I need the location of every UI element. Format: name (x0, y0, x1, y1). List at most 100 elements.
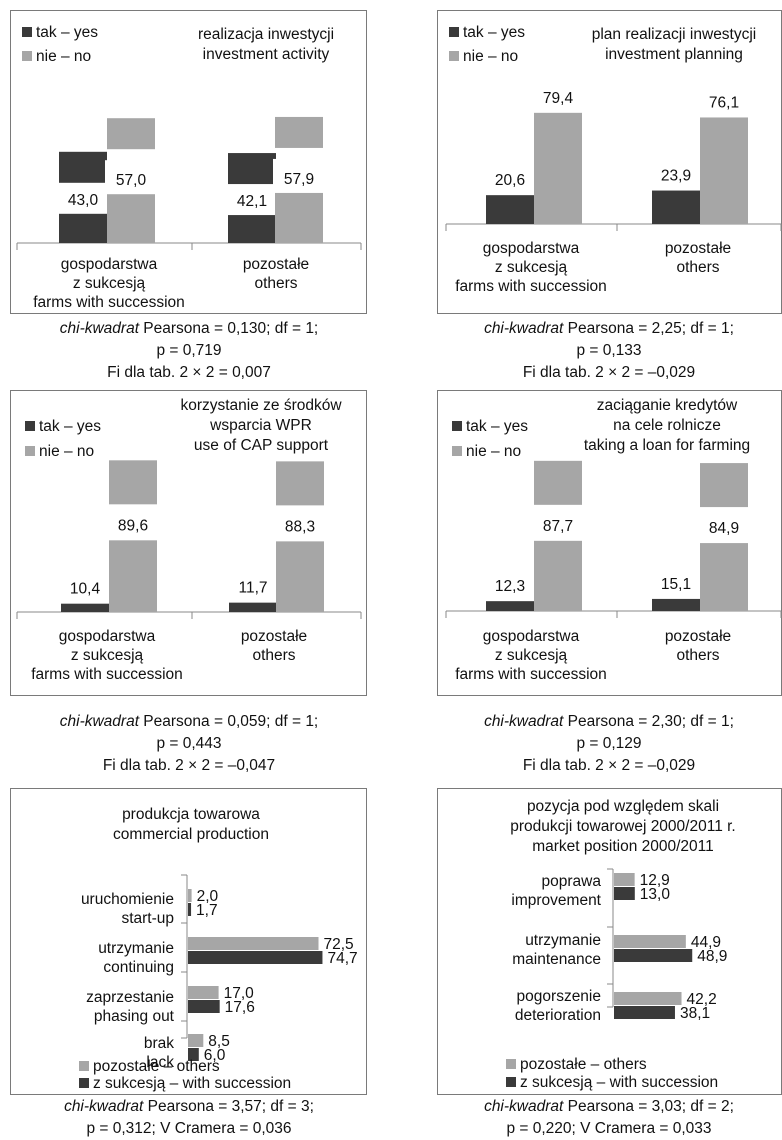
chart-title-line: commercial production (113, 826, 269, 843)
stats-chi-value: Pearsona = 0,059; df = 1; (139, 713, 319, 730)
data-label: 57,0 (116, 172, 147, 189)
data-label-backdrop (109, 460, 157, 505)
data-label: 2,0 (197, 888, 219, 905)
category-label-succession: gospodarstwa z sukcesją farms with succe… (441, 239, 621, 296)
legend-label-no: nie – no (36, 48, 92, 65)
stats-line-1: chi-kwadrat Pearsona = 3,57; df = 3; (0, 1096, 384, 1118)
chart-stats: chi-kwadrat Pearsona = 3,03; df = 2; p =… (414, 1096, 782, 1140)
category-label-line: utrzymanie (525, 932, 601, 949)
data-label-backdrop (107, 118, 155, 150)
data-label-box (227, 572, 279, 601)
stats-line-2: p = 0,220; V Cramera = 0,033 (506, 1120, 712, 1137)
category-label-succession: gospodarstwa z sukcesją farms with succe… (441, 627, 621, 684)
legend-swatch-yes (22, 27, 32, 37)
legend-swatch-others (79, 1061, 89, 1071)
legend-yes: tak – yes (452, 417, 528, 437)
chart-svg-investment-activity: 43,0 57,0 42,1 57,9 (16, 116, 362, 250)
legend-swatch-succession (506, 1077, 516, 1087)
stats-line-1: chi-kwadrat Pearsona = 3,03; df = 2; (414, 1096, 782, 1118)
category-label-line: pozostałe (242, 256, 310, 273)
bar (700, 543, 748, 611)
legend-swatch-no (452, 446, 462, 456)
data-label-box (107, 510, 159, 539)
data-label: 42,2 (687, 991, 717, 1008)
legend-label-no: nie – no (39, 443, 95, 460)
legend-no: nie – no (22, 47, 91, 67)
data-label: 57,9 (284, 171, 314, 188)
stats-line-1: chi-kwadrat Pearsona = 0,059; df = 1; (0, 711, 384, 733)
legend-yes: tak – yes (22, 23, 98, 43)
legend-label-yes: tak – yes (463, 24, 526, 41)
chart-title-line: taking a loan for farming (583, 437, 751, 454)
chart-title-line: realizacja inwestycji (197, 26, 335, 43)
data-label: 42,1 (237, 193, 267, 210)
data-label: 44,9 (691, 934, 721, 951)
chart-panel-investment-planning: 20,6 79,4 23,9 76,1 tak – yes nie – no plan… (437, 10, 782, 314)
bar (652, 190, 700, 224)
legend-others: pozostałe – others (506, 1055, 647, 1075)
chart-svg-investment-planning: 20,6 79,4 23,9 76,1 (445, 82, 782, 231)
data-label: 15,1 (661, 576, 691, 593)
chart-svg-market-position: 12,913,0 44,948,9 42,238,1 (607, 868, 727, 1022)
chart-panel-cap-support: 10,4 89,6 11,7 88,3 tak – yes nie – no korz… (10, 390, 367, 696)
bar (614, 935, 686, 948)
category-label-line: farms with succession (455, 666, 607, 683)
legend-swatch-no (449, 51, 459, 61)
data-label: 23,9 (661, 168, 691, 185)
bar (188, 951, 323, 964)
data-label: 72,5 (324, 936, 354, 953)
bar (276, 541, 324, 612)
category-label-line: gospodarstwa (58, 628, 156, 645)
data-label-box (59, 573, 111, 602)
category-label-line: z sukcesją (494, 647, 568, 664)
category-label-line: gospodarstwa (482, 628, 580, 645)
data-label: 8,5 (208, 1033, 230, 1050)
chart-stats: chi-kwadrat Pearsona = 0,059; df = 1; p … (0, 711, 384, 777)
data-label: 12,9 (640, 872, 670, 889)
bar (534, 112, 582, 224)
legend-label-succession: z sukcesją – with succession (93, 1075, 292, 1092)
legend-no: nie – no (452, 442, 521, 462)
chart-title-line: produkcji towarowej 2000/2011 r. (510, 818, 736, 835)
bar (614, 887, 635, 900)
legend-no: nie – no (25, 442, 94, 462)
bar (486, 195, 534, 224)
data-label: 12,3 (495, 578, 525, 595)
chart-panel-commercial-production: 2,0 1,7 72,5 74,7 17,0 17,6 8,5 6,0 produkcja t… (10, 788, 367, 1095)
category-label-deterioration: pogorszenie deterioration (451, 987, 601, 1025)
category-label-start-up: uruchomienie start-up (24, 890, 174, 928)
category-label-line: others (676, 647, 720, 664)
category-label-line: continuing (103, 959, 174, 976)
stats-chi-value: Pearsona = 3,57; df = 3; (143, 1098, 314, 1115)
category-label-line: gospodarstwa (60, 256, 158, 273)
category-label-line: pozostałe (240, 628, 308, 645)
data-label-box (698, 513, 750, 542)
legend-succession: z sukcesją – with succession (506, 1073, 718, 1093)
bar (486, 601, 534, 611)
chart-title: zaciąganie kredytów na cele rolnicze tak… (556, 396, 778, 456)
category-label-line: lack (146, 1054, 174, 1071)
data-label-backdrop (276, 461, 324, 506)
data-label-box (273, 158, 325, 193)
chart-title-line: na cele rolnicze (613, 417, 721, 434)
chart-title-line: market position 2000/2011 (532, 838, 714, 855)
category-label-line: others (254, 275, 298, 292)
data-label: 6,0 (204, 1047, 226, 1064)
category-label-line: poprawa (541, 873, 601, 890)
chart-svg-loan-for-farming: 12,3 87,7 15,1 84,9 (445, 460, 782, 618)
category-label-line: pogorszenie (516, 988, 601, 1005)
category-label-line: pozostałe (664, 240, 732, 257)
chart-title-line: korzystanie ze środków (180, 397, 342, 414)
chart-title-line: pozycja pod względem skali (526, 798, 720, 815)
category-label-line: z sukcesją (70, 647, 144, 664)
category-label-phasing-out: zaprzestanie phasing out (24, 988, 174, 1026)
bar (188, 937, 319, 950)
data-label: 89,6 (118, 517, 148, 534)
legend-swatch-yes (449, 27, 459, 37)
data-label: 76,1 (709, 94, 739, 111)
legend-yes: tak – yes (25, 417, 101, 437)
chart-svg-cap-support: 10,4 89,6 11,7 88,3 (16, 460, 362, 619)
legend-swatch-succession (79, 1078, 89, 1088)
stats-chi-value: Pearsona = 3,03; df = 2; (563, 1098, 734, 1115)
data-label: 1,7 (196, 902, 218, 919)
